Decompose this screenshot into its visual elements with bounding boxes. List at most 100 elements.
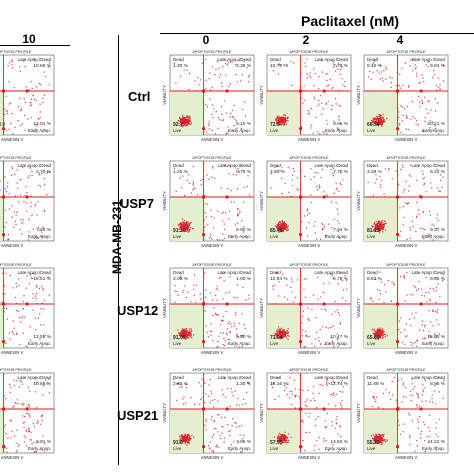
scatter-dot [325,440,327,442]
scatter-dot [384,220,386,222]
scatter-dot [180,334,183,336]
scatter-dot [210,330,213,333]
scatter-dot [415,231,417,233]
scatter-dot [27,239,30,241]
scatter-dot [317,172,319,174]
scatter-dot [10,102,12,104]
scatter-dot [27,386,29,389]
scatter-dot [36,441,38,444]
scatter-dot [213,177,216,179]
scatter-dot [285,120,287,122]
gate-handle-x [322,195,326,199]
scatter-dot [184,230,187,232]
scatter-dot [211,86,213,88]
scatter-dot [289,390,291,392]
scatter-dot [380,71,382,73]
scatter-dot [222,119,225,121]
scatter-dot [223,223,225,225]
scatter-dot [188,441,190,444]
scatter-dot [340,435,342,438]
gate-handle-x [225,195,229,199]
scatter-dot [179,223,181,225]
scatter-dot [243,226,245,228]
scatter-dot [374,118,376,121]
scatter-dot [291,179,293,181]
scatter-dot [282,225,284,227]
scatter-dot [27,176,29,179]
scatter-dot [377,338,379,340]
scatter-dot [239,80,242,82]
scatter-dot [230,323,232,325]
scatter-dot [12,406,14,409]
scatter-dot [287,227,289,229]
scatter-dot [194,80,196,82]
scatter-dot [227,62,230,64]
scatter-dot [374,228,376,230]
scatter-dot [241,74,244,76]
gate-handle-y [396,445,400,449]
scatter-dot [283,121,285,123]
scatter-dot [183,69,185,71]
scatter-dot [416,445,419,447]
scatter-dot [324,225,326,228]
scatter-dot [225,133,228,135]
scatter-dot [42,289,45,291]
scatter-dot [432,325,434,327]
scatter-dot [318,103,320,105]
scatter-dot [380,435,382,437]
scatter-dot [383,433,385,435]
scatter-dot [333,394,336,397]
scatter-dot [419,227,422,229]
scatter-dot [341,399,343,402]
scatter-dot [20,178,22,181]
scatter-dot [231,116,233,118]
scatter-dot [178,332,180,334]
early-value: 15.60 % [427,334,445,340]
scatter-dot [278,229,280,232]
scatter-dot [246,185,248,188]
scatter-dot [180,228,182,231]
scatter-dot [294,388,297,390]
scatter-dot [39,449,41,451]
scatter-dot [303,288,305,291]
scatter-dot [331,274,333,276]
scatter-dot [313,397,315,399]
scatter-dot [242,201,245,203]
scatter-dot [331,421,333,423]
scatter-dot [397,111,400,113]
scatter-dot [404,202,406,204]
scatter-dot [1,272,4,274]
scatter-dot [29,439,31,441]
scatter-dot [33,442,35,444]
scatter-dot [188,182,191,184]
scatter-dot [301,419,304,422]
late-value: 7.78 % [333,63,349,69]
scatter-dot [376,436,378,439]
scatter-dot [30,195,32,197]
scatter-dot [219,324,222,326]
scatter-dot [9,338,11,340]
scatter-dot [288,331,290,333]
scatter-dot [22,332,24,334]
scatter-dot [207,444,210,447]
scatter-dot [402,114,405,117]
scatter-dot [205,79,207,82]
scatter-dot [174,301,176,303]
scatter-dot [324,235,327,237]
scatter-dot [378,230,381,232]
scatter-dot [383,333,386,335]
scatter-dot [390,86,392,89]
scatter-dot [9,391,11,394]
dead-value: 11.48 % [367,381,385,387]
scatter-dot [317,416,319,418]
scatter-dot [237,208,239,211]
scatter-dot [283,334,285,336]
scatter-dot [179,441,181,443]
scatter-dot [304,296,307,299]
scatter-dot [414,450,416,453]
scatter-dot [376,58,378,60]
scatter-dot [211,129,213,132]
scatter-dot [44,94,46,96]
scatter-dot [231,326,233,328]
scatter-dot [232,441,235,443]
